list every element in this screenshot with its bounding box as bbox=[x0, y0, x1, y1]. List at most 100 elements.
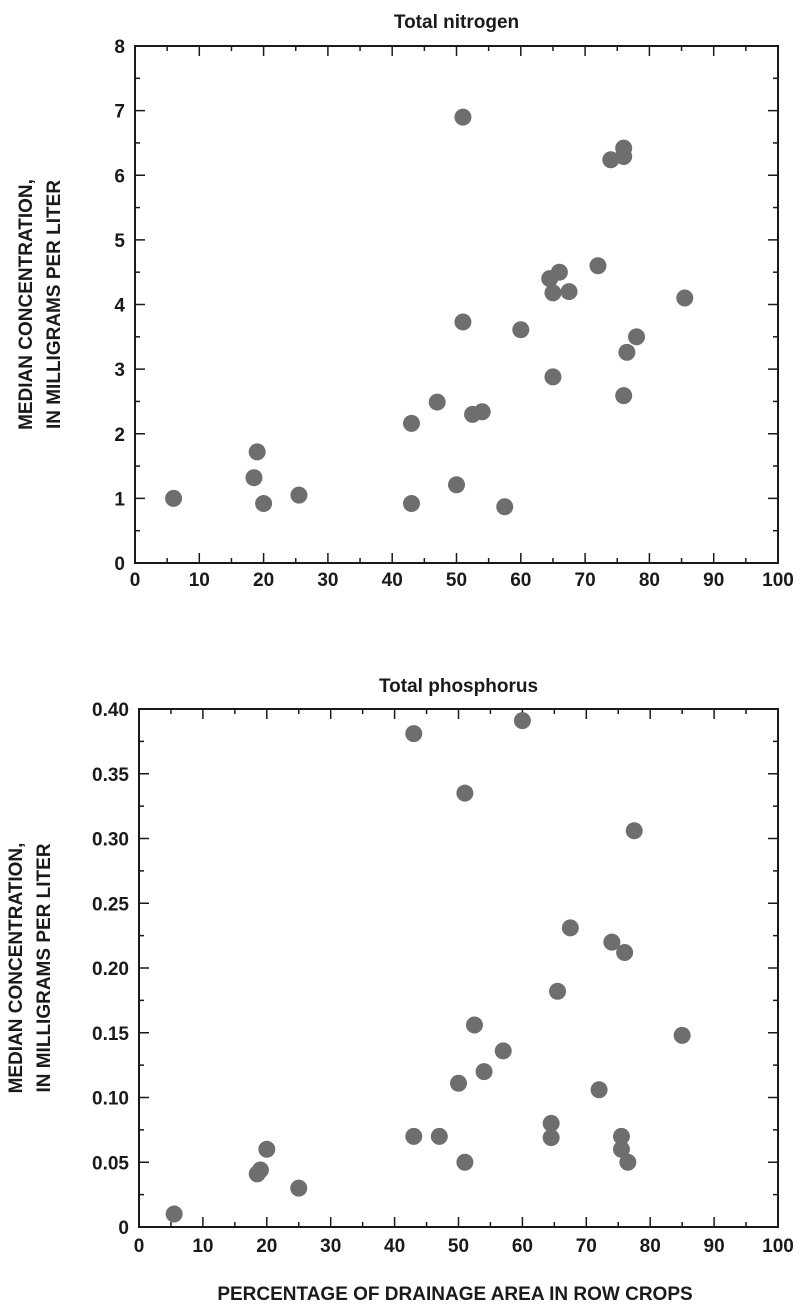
panel-2-data-point bbox=[456, 1153, 474, 1171]
panel-2-data-point bbox=[612, 1140, 630, 1158]
panel-2-data-point bbox=[475, 1063, 493, 1081]
panel-2-data-point bbox=[290, 1179, 308, 1197]
panel-2-data-point bbox=[603, 933, 621, 951]
panel-2-data-point bbox=[616, 943, 634, 961]
panel-2-y-tick-label: 0.05 bbox=[92, 1153, 129, 1174]
panel-2-x-tick-label: 10 bbox=[192, 1236, 213, 1257]
panel-1-data-point bbox=[473, 403, 491, 421]
panel-2-x-tick-label: 50 bbox=[448, 1236, 469, 1257]
panel-2-y-axis-title-line-1: MEDIAN CONCENTRATION, bbox=[6, 843, 27, 1094]
panel-1-data-point bbox=[454, 313, 472, 331]
panel-1-y-axis-title-line-2: IN MILLIGRAMS PER LITER bbox=[44, 180, 65, 429]
panel-1-x-tick-label: 100 bbox=[762, 570, 794, 591]
panel-1-data-point bbox=[676, 289, 694, 307]
panel-2-x-tick-label: 0 bbox=[134, 1236, 145, 1257]
panel-2-data-point bbox=[165, 1205, 183, 1223]
panel-2-data-point bbox=[673, 1026, 691, 1044]
panel-2-y-tick-label: 0.40 bbox=[92, 700, 129, 721]
panel-1-data-point bbox=[618, 343, 636, 361]
panel-1-x-tick-label: 30 bbox=[317, 570, 338, 591]
panel-1-data-point bbox=[245, 469, 263, 487]
panel-1-data-point bbox=[165, 489, 183, 507]
panel-1-data-point bbox=[544, 284, 562, 302]
panel-1-data-point bbox=[255, 495, 273, 513]
panel-1-data-point bbox=[402, 414, 420, 432]
panel-1-y-tick-label: 5 bbox=[114, 231, 125, 252]
panel-2-x-tick-label: 20 bbox=[256, 1236, 277, 1257]
panel-1-data-point bbox=[628, 328, 646, 346]
panel-2-data-point bbox=[513, 712, 531, 730]
panel-1-y-axis-title-line-1: MEDIAN CONCENTRATION, bbox=[16, 179, 37, 430]
panel-2-y-tick-label: 0.35 bbox=[92, 765, 129, 786]
panel-1-x-tick-label: 50 bbox=[446, 570, 467, 591]
panel-2-x-tick-label: 70 bbox=[576, 1236, 597, 1257]
panel-1-y-tick-label: 8 bbox=[114, 37, 125, 58]
panel-1-y-tick-label: 3 bbox=[114, 360, 125, 381]
panel-1-y-tick-label: 6 bbox=[114, 166, 125, 187]
panel-1-x-tick-label: 40 bbox=[382, 570, 403, 591]
panel-2-y-tick-label: 0.15 bbox=[92, 1024, 129, 1045]
panel-1-x-tick-label: 90 bbox=[703, 570, 724, 591]
panel-2-data-point bbox=[590, 1081, 608, 1099]
panel-2-data-point bbox=[450, 1074, 467, 1092]
panel-1-data-point bbox=[550, 263, 568, 281]
panel-1-x-tick-label: 0 bbox=[130, 570, 141, 591]
panel-1-data-point bbox=[615, 387, 633, 405]
panel-1-data-point bbox=[454, 108, 472, 126]
panel-1-y-tick-label: 1 bbox=[114, 489, 125, 510]
panel-2-data-point bbox=[405, 1127, 423, 1145]
panel-2-data-point bbox=[542, 1129, 560, 1147]
panel-2-y-axis-title-line-2: IN MILLIGRAMS PER LITER bbox=[34, 843, 55, 1092]
panel-1-x-tick-label: 20 bbox=[253, 570, 274, 591]
panel-2-y-tick-label: 0.10 bbox=[92, 1089, 129, 1110]
panel-2-data-point bbox=[258, 1140, 276, 1158]
panel-1-chart-title: Total nitrogen bbox=[394, 12, 519, 33]
panel-2-x-axis-title: PERCENTAGE OF DRAINAGE AREA IN ROW CROPS bbox=[217, 1284, 692, 1305]
panel-2-data-point bbox=[494, 1042, 512, 1060]
panel-1-y-tick-label: 0 bbox=[114, 554, 125, 575]
panel-1-data-point bbox=[428, 393, 446, 411]
panel-2-data-point bbox=[561, 919, 579, 937]
panel-1-data-point bbox=[512, 321, 530, 339]
panel-2-x-tick-label: 60 bbox=[512, 1236, 533, 1257]
panel-1-y-tick-label: 2 bbox=[114, 425, 125, 446]
panel-1-data-point bbox=[448, 476, 465, 494]
panel-2-data-point bbox=[619, 1153, 637, 1171]
panel-1-x-tick-label: 60 bbox=[510, 570, 531, 591]
panel-2-x-tick-label: 90 bbox=[704, 1236, 725, 1257]
panel-2-y-tick-label: 0.25 bbox=[92, 894, 129, 915]
panel-2-data-point bbox=[465, 1016, 483, 1034]
panel-1-x-tick-label: 10 bbox=[189, 570, 210, 591]
panel-2-chart-title: Total phosphorus bbox=[379, 676, 538, 697]
panel-1-data-point bbox=[589, 257, 607, 275]
panel-1-data-point bbox=[560, 283, 578, 301]
panel-2-data-point bbox=[549, 982, 567, 1000]
panel-1-data-point bbox=[602, 151, 620, 169]
panel-1-x-tick-label: 80 bbox=[639, 570, 660, 591]
panel-2-data-point bbox=[625, 822, 643, 840]
panel-2-x-tick-label: 40 bbox=[384, 1236, 405, 1257]
panel-2-data-point bbox=[456, 784, 474, 802]
panel-2-data-point bbox=[612, 1127, 630, 1145]
panel-1-data-point bbox=[290, 486, 308, 504]
panel-2-y-tick-label: 0 bbox=[118, 1218, 129, 1239]
panel-2-y-tick-label: 0.30 bbox=[92, 830, 129, 851]
panel-2-data-point bbox=[405, 725, 423, 743]
panel-2-data-point bbox=[542, 1114, 560, 1132]
panel-1-y-tick-label: 4 bbox=[114, 296, 125, 317]
panel-1-data-point bbox=[402, 495, 420, 513]
panel-2-plot-frame bbox=[138, 708, 779, 1228]
panel-2-y-tick-label: 0.20 bbox=[92, 959, 129, 980]
panel-2-data-point bbox=[251, 1161, 269, 1179]
panel-1-x-tick-label: 70 bbox=[575, 570, 596, 591]
panel-2-x-tick-label: 100 bbox=[762, 1236, 794, 1257]
panel-1-y-tick-label: 7 bbox=[114, 102, 125, 123]
panel-2-x-tick-label: 80 bbox=[640, 1236, 661, 1257]
panel-1-data-point bbox=[496, 498, 514, 516]
panel-1-data-point bbox=[615, 139, 633, 157]
panel-2-data-point bbox=[430, 1127, 448, 1145]
panel-2-x-tick-label: 30 bbox=[320, 1236, 341, 1257]
panel-1-data-point bbox=[544, 368, 562, 386]
panel-1-data-point bbox=[248, 443, 266, 461]
